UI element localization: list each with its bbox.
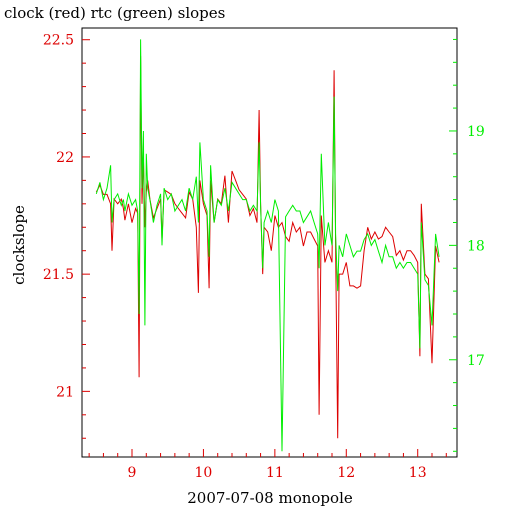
x-axis: 9 10 11 12 13: [88, 449, 447, 481]
x-tick-label: 12: [337, 465, 355, 481]
y-tick-label: 21.5: [43, 267, 74, 283]
x-tick-label: 13: [409, 465, 427, 481]
clock-series-line: [95, 56, 440, 439]
x-axis-label: 2007-07-08 monopole: [187, 489, 353, 507]
left-y-axis: 21 21.5 22 22.5: [43, 33, 90, 439]
x-tick-label: 9: [128, 465, 137, 481]
y-tick-label: 22.5: [43, 33, 74, 49]
y-axis-label: clockslope: [10, 205, 28, 285]
plot-frame: [81, 27, 458, 458]
chart-title: clock (red) rtc (green) slopes: [4, 4, 225, 22]
y2-tick-label: 17: [467, 353, 485, 369]
series-layer: [95, 39, 440, 452]
y2-tick-label: 19: [467, 124, 485, 140]
x-tick-label: 11: [266, 465, 284, 481]
y2-tick-label: 18: [467, 238, 485, 254]
right-y-axis: 17 18 19: [449, 38, 485, 452]
y-tick-label: 22: [56, 150, 74, 166]
x-tick-label: 10: [195, 465, 213, 481]
rtc-series-line: [95, 39, 440, 452]
y-tick-label: 21: [56, 384, 74, 400]
